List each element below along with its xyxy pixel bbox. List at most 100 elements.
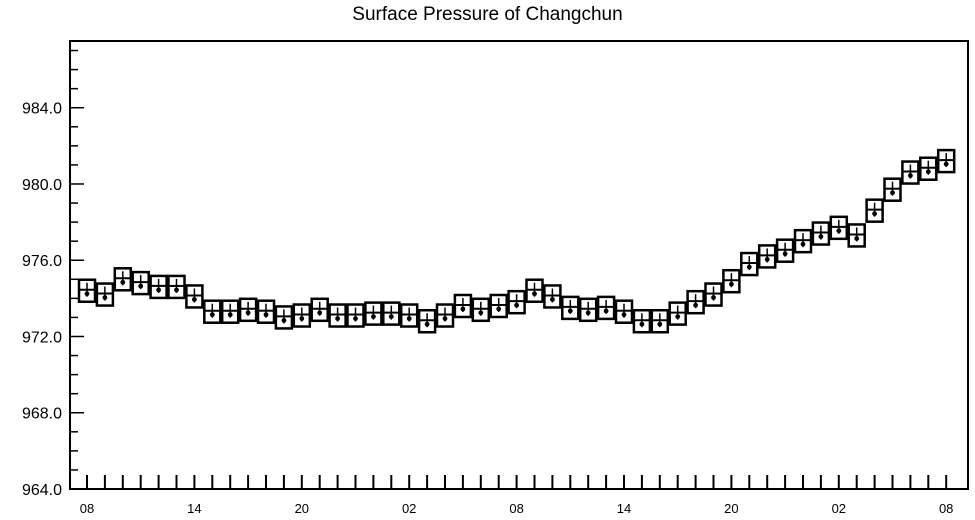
data-point [417, 308, 437, 334]
axes: 964.0 968.0 972.0 976.0 980.0 984.0 08 14 20 02 08… [22, 40, 969, 516]
data-point [847, 223, 866, 248]
data-point [829, 215, 849, 241]
marker-dot [764, 257, 770, 262]
y-tick-label: 964.0 [22, 482, 62, 499]
data-point [346, 303, 365, 328]
data-point [203, 299, 222, 324]
data-point [632, 308, 652, 334]
x-tick-label: 14 [187, 501, 201, 516]
marker-dot [388, 314, 394, 320]
data-point [471, 297, 491, 323]
marker-dot [353, 316, 358, 321]
y-tick-label: 976.0 [22, 253, 62, 270]
data-point [149, 274, 168, 300]
marker-dot [209, 312, 215, 318]
data-point [95, 282, 115, 307]
data-point [525, 278, 544, 303]
marker-dot [908, 173, 913, 178]
chart-title: Surface Pressure of Changchun [352, 4, 623, 25]
data-point [310, 297, 329, 323]
data-point [238, 297, 258, 323]
marker-dot [138, 283, 144, 289]
marker-dot [281, 318, 287, 323]
marker-dot [192, 297, 197, 302]
marker-dot [317, 310, 323, 316]
marker-dot [514, 302, 519, 308]
marker-dot [746, 264, 752, 270]
data-point [668, 301, 687, 326]
data-point [740, 251, 759, 277]
marker-dot [424, 321, 430, 327]
data-point [507, 289, 526, 315]
marker-dot [227, 312, 233, 318]
marker-dot [675, 314, 681, 320]
data-point [561, 295, 580, 321]
data-point [131, 270, 150, 296]
marker-dot [245, 310, 251, 316]
data-point [775, 238, 795, 263]
data-point [274, 305, 294, 330]
data-point [883, 177, 902, 202]
data-point [256, 299, 276, 324]
marker-dot [890, 190, 895, 196]
x-tick-label: 02 [402, 501, 416, 516]
x-tick-label: 14 [617, 501, 631, 516]
x-tick-label: 08 [509, 501, 523, 516]
marker-dot [84, 291, 90, 297]
marker-dot [872, 211, 877, 217]
data-point [686, 289, 705, 315]
data-point [650, 308, 670, 334]
x-tick-label: 20 [295, 501, 309, 516]
marker-dot [120, 279, 126, 285]
data-point [811, 221, 831, 246]
marker-dot [693, 302, 698, 308]
data-point [435, 303, 455, 328]
marker-dot [263, 312, 269, 318]
data-point [722, 268, 741, 294]
marker-dot [836, 228, 842, 234]
marker-dot [371, 314, 376, 320]
marker-dot [603, 308, 609, 314]
marker-dot [711, 295, 716, 300]
marker-dot [406, 316, 412, 321]
marker-dot [532, 291, 537, 297]
x-tick-label: 08 [939, 501, 953, 516]
marker-dot [585, 310, 591, 316]
data-point [167, 274, 186, 300]
marker-dot [156, 287, 162, 293]
marker-dot [621, 312, 627, 318]
data-point [364, 301, 383, 326]
data-point [704, 282, 723, 307]
data-point [578, 297, 598, 323]
plot-frame [69, 40, 969, 490]
marker-dot [335, 316, 340, 321]
marker-dot [102, 295, 108, 300]
data-point [77, 278, 97, 303]
x-tick-label: 08 [80, 501, 94, 516]
x-tick-label: 02 [832, 501, 846, 516]
y-tick-label: 980.0 [22, 177, 62, 194]
x-tick-label: 20 [724, 501, 738, 516]
marker-dot [442, 316, 448, 321]
marker-dot [854, 236, 860, 241]
data-point [936, 148, 956, 174]
data-markers [77, 148, 956, 334]
marker-dot [299, 316, 305, 321]
marker-dot [782, 251, 788, 257]
y-tick-label: 968.0 [22, 406, 62, 423]
marker-dot [567, 308, 573, 314]
data-point [614, 299, 634, 324]
y-tick-label: 972.0 [22, 329, 62, 346]
data-point [292, 303, 312, 328]
y-tick-label: 984.0 [22, 101, 62, 118]
marker-dot [800, 241, 806, 247]
data-point [793, 228, 813, 254]
marker-dot [478, 310, 484, 316]
data-point [596, 295, 616, 321]
marker-dot [174, 287, 179, 293]
marker-dot [460, 306, 466, 312]
marker-dot [550, 297, 555, 302]
data-point [489, 293, 508, 319]
marker-dot [943, 161, 949, 167]
